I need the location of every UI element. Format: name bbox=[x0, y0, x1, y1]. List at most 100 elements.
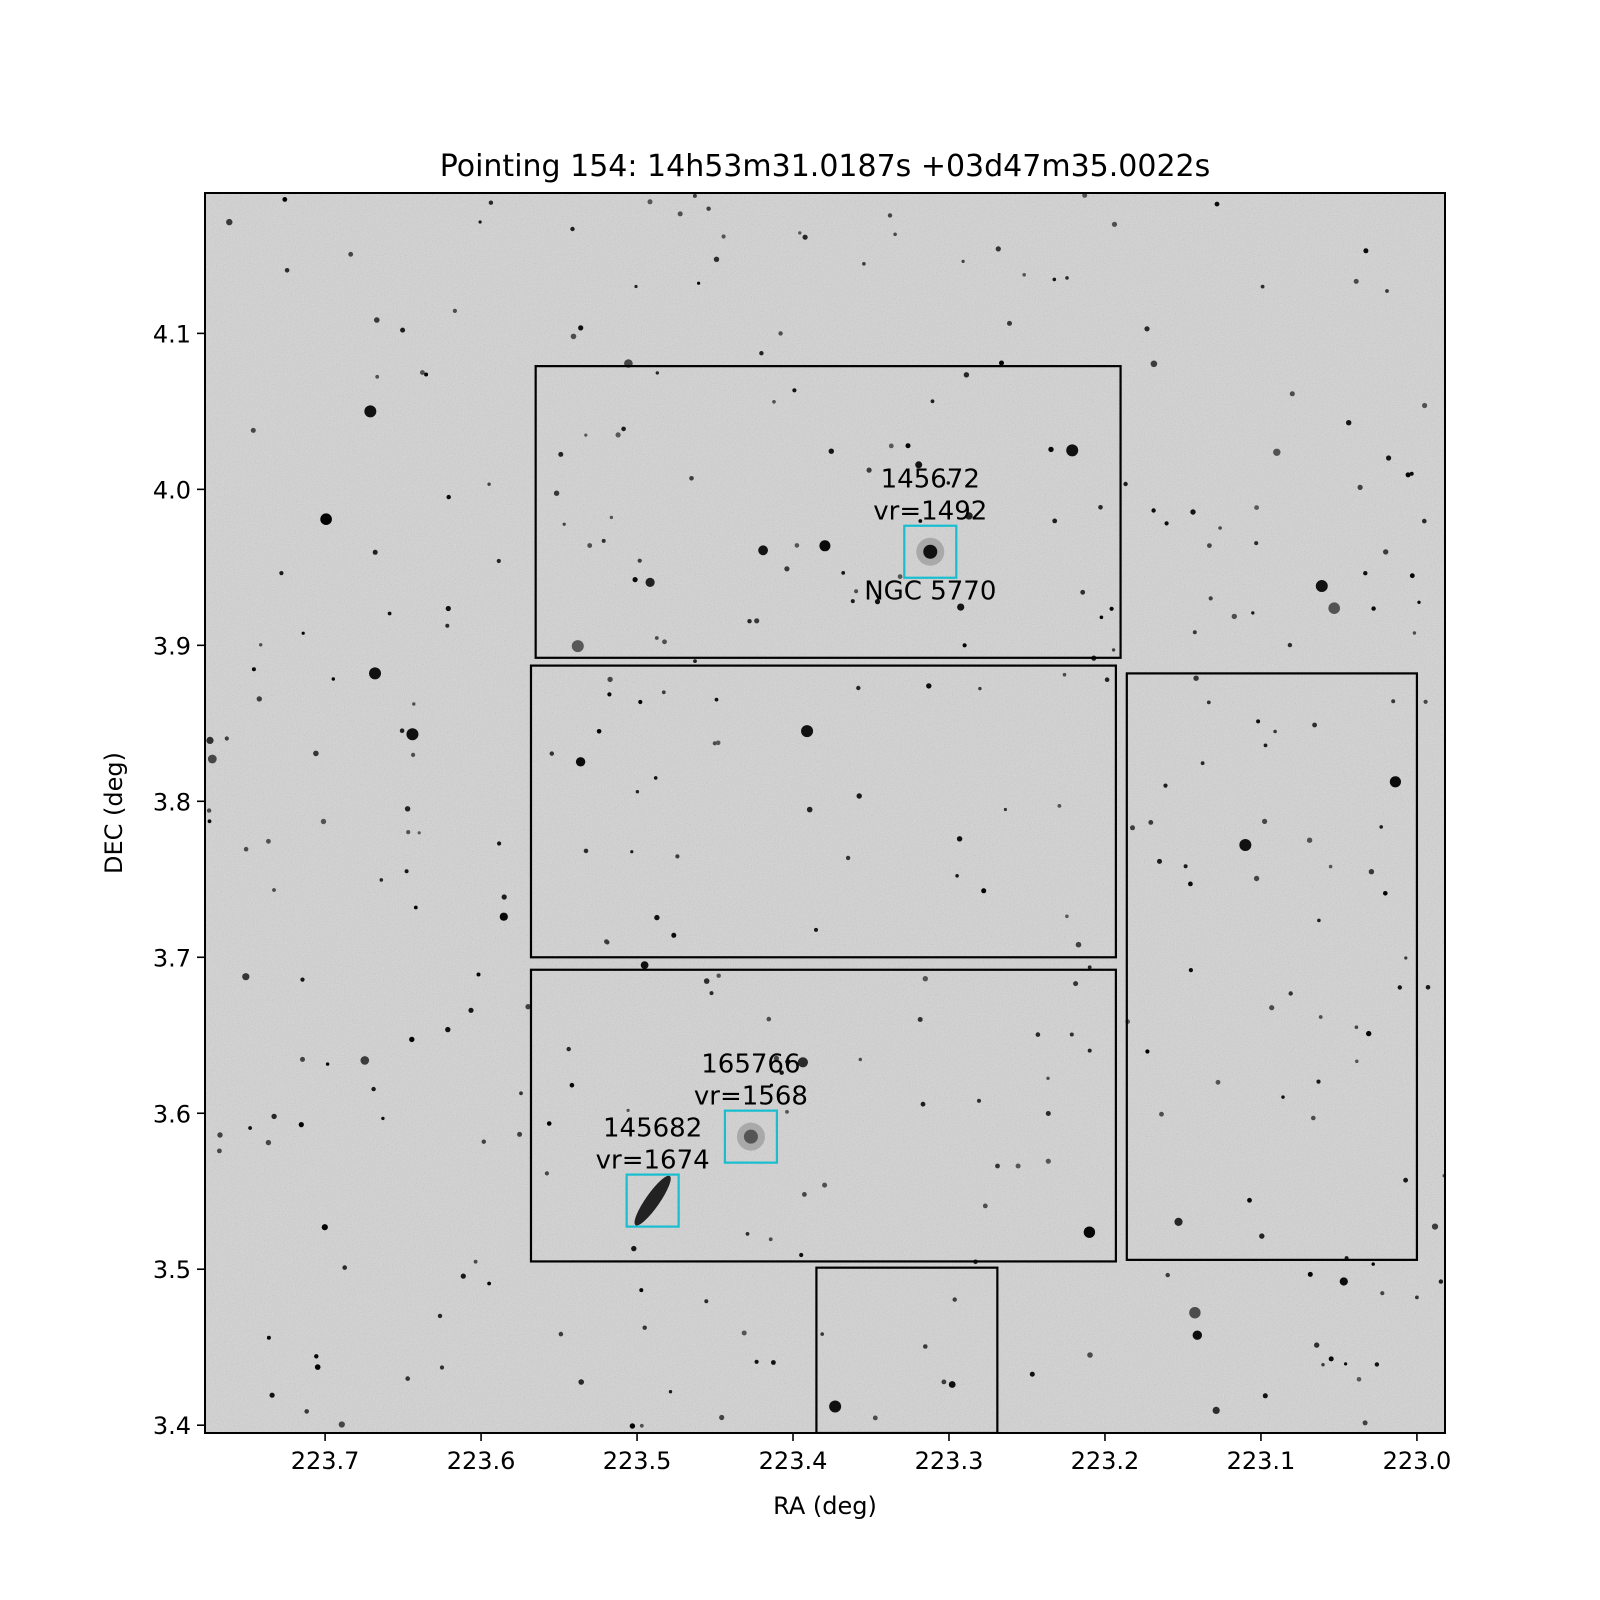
star-point bbox=[609, 515, 614, 520]
star-point bbox=[1423, 699, 1428, 704]
star-point bbox=[1254, 505, 1259, 510]
star-point bbox=[1311, 1115, 1316, 1121]
x-tick-label: 223.2 bbox=[1071, 1447, 1140, 1475]
star-point bbox=[566, 1046, 571, 1052]
y-tick-label: 3.7 bbox=[153, 944, 191, 972]
star-point bbox=[662, 639, 667, 645]
star-point bbox=[360, 1056, 370, 1065]
star-point bbox=[794, 543, 800, 548]
star-point bbox=[930, 399, 935, 404]
star-point bbox=[955, 874, 959, 878]
star-point bbox=[1048, 446, 1054, 453]
star-point bbox=[872, 1415, 878, 1421]
star-point bbox=[250, 427, 256, 433]
star-point bbox=[692, 193, 697, 198]
star-point bbox=[1183, 864, 1188, 869]
star-point bbox=[629, 1423, 636, 1429]
star-point bbox=[404, 806, 411, 812]
star-point bbox=[941, 1379, 947, 1385]
star-point bbox=[1260, 284, 1265, 289]
star-point bbox=[1363, 248, 1369, 254]
star-point bbox=[621, 426, 626, 432]
x-tick-label: 223.1 bbox=[1227, 1447, 1296, 1475]
star-point bbox=[1383, 891, 1388, 896]
star-point bbox=[1212, 1406, 1220, 1414]
star-point bbox=[779, 1070, 784, 1075]
star-point bbox=[1151, 508, 1156, 513]
star-point bbox=[596, 729, 602, 734]
star-point bbox=[499, 912, 508, 921]
star-point bbox=[1207, 543, 1212, 548]
star-point bbox=[1046, 1076, 1050, 1081]
star-point bbox=[741, 1330, 747, 1336]
star-point bbox=[1409, 471, 1414, 476]
star-point bbox=[320, 818, 327, 825]
star-point bbox=[437, 1313, 443, 1319]
star-point bbox=[1022, 273, 1026, 277]
star-point bbox=[251, 667, 256, 672]
star-point bbox=[243, 846, 249, 852]
star-point bbox=[387, 611, 392, 616]
galaxy-vr-label: vr=1492 bbox=[873, 497, 987, 527]
star-point bbox=[381, 1116, 385, 1121]
star-point bbox=[1052, 518, 1058, 524]
star-point bbox=[1148, 820, 1154, 825]
star-point bbox=[607, 676, 613, 683]
star-point bbox=[519, 1091, 523, 1096]
star-point bbox=[637, 558, 642, 563]
galaxy-id-label: 145682 bbox=[603, 1114, 702, 1144]
star-point bbox=[1374, 1362, 1380, 1367]
star-point bbox=[635, 790, 640, 794]
star-point bbox=[569, 1082, 575, 1088]
footprint-box bbox=[529, 664, 1117, 959]
star-point bbox=[375, 374, 380, 379]
star-point bbox=[206, 808, 212, 813]
star-point bbox=[772, 400, 776, 404]
star-point bbox=[1144, 326, 1150, 332]
star-point bbox=[1346, 420, 1352, 426]
star-point bbox=[1218, 526, 1222, 530]
star-point bbox=[802, 234, 808, 240]
y-tick-label: 4.1 bbox=[153, 320, 191, 348]
star-point bbox=[995, 1163, 1000, 1169]
star-point bbox=[1431, 1223, 1439, 1230]
star-point bbox=[792, 388, 797, 393]
star-point bbox=[331, 677, 335, 681]
star-point bbox=[1188, 881, 1193, 887]
star-point bbox=[1087, 1048, 1092, 1053]
galaxy-vr-label: vr=1568 bbox=[694, 1082, 808, 1112]
star-point bbox=[1073, 981, 1079, 987]
star-point bbox=[631, 1245, 637, 1252]
star-point bbox=[587, 543, 593, 548]
star-point bbox=[411, 752, 416, 758]
star-point bbox=[1417, 600, 1421, 604]
bright-star-point bbox=[1239, 838, 1252, 851]
star-point bbox=[1371, 1262, 1375, 1266]
y-tick-label: 3.6 bbox=[153, 1100, 191, 1128]
star-point bbox=[615, 432, 621, 438]
star-point bbox=[1003, 807, 1008, 812]
star-point bbox=[1215, 1079, 1221, 1085]
star-point bbox=[976, 1098, 982, 1103]
star-point bbox=[1251, 611, 1255, 615]
star-point bbox=[1287, 642, 1293, 648]
star-point bbox=[785, 1110, 789, 1114]
star-point bbox=[1380, 1291, 1385, 1296]
star-point bbox=[918, 519, 923, 523]
star-point bbox=[1269, 1005, 1275, 1011]
star-point bbox=[452, 308, 457, 313]
star-point bbox=[1087, 965, 1092, 970]
star-point bbox=[897, 574, 903, 579]
star-point bbox=[1317, 918, 1321, 923]
star-point bbox=[405, 1376, 411, 1381]
sky-noise bbox=[205, 193, 1445, 1433]
star-point bbox=[217, 1132, 223, 1138]
star-point bbox=[745, 1232, 750, 1236]
star-point bbox=[647, 199, 653, 205]
star-point bbox=[845, 855, 851, 861]
x-axis: 223.7 223.6 223.5 223.4 223.3 223.2 223.1 223.0 bbox=[291, 1433, 1451, 1475]
star-point bbox=[571, 640, 584, 653]
star-point bbox=[640, 961, 649, 969]
star-point bbox=[553, 490, 560, 496]
bright-star-point bbox=[801, 725, 814, 738]
